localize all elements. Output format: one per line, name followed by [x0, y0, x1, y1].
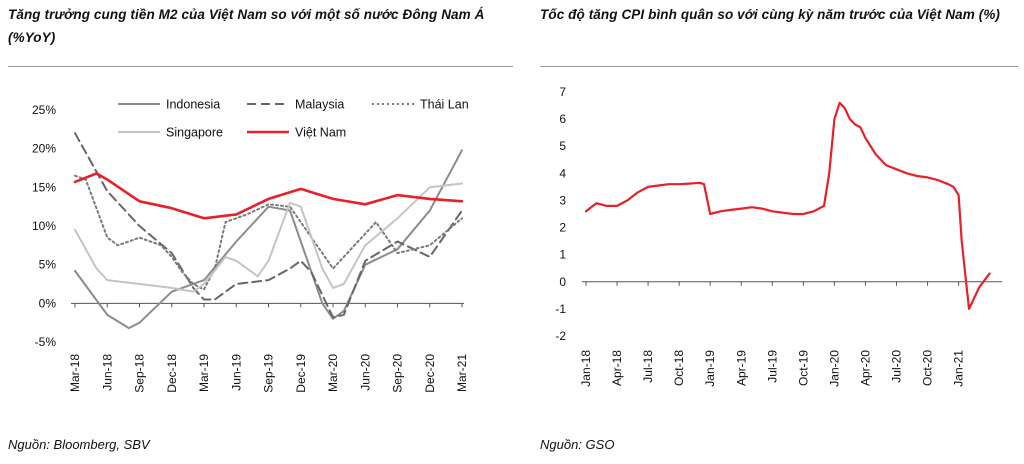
m2-x-tick-label: Sep-19	[262, 354, 276, 393]
m2-x-tick-label: Jun-19	[229, 354, 243, 391]
cpi-y-tick-label: -2	[555, 329, 566, 343]
right-chart-title: Tốc độ tăng CPI bình quân so với cùng kỳ…	[540, 7, 1001, 22]
m2-x-tick-label: Jun-18	[100, 354, 114, 391]
cpi-y-tick-label: 6	[559, 112, 566, 126]
cpi-x-tick-label: Jan-21	[952, 350, 966, 387]
m2-chart: -5% 0% 5% 10% 15% 20% 25% Mar-18 Jun-18 Sep-18 Dec…	[32, 98, 469, 393]
m2-series-line-indonesia	[74, 149, 463, 330]
m2-series-line-malaysia	[74, 132, 463, 319]
m2-x-tick-label: Sep-20	[391, 354, 405, 393]
cpi-x-tick-label: Apr-19	[734, 350, 748, 386]
m2-y-tick-label: 0%	[39, 296, 57, 310]
left-chart-source: Nguồn: Bloomberg, SBV	[8, 437, 150, 452]
m2-series-line-thai-lan	[74, 174, 463, 291]
cpi-y-tick-label: -1	[555, 302, 566, 316]
cpi-x-tick-label: Jul-19	[765, 350, 779, 383]
cpi-x-tick-label: Jul-20	[890, 350, 904, 383]
cpi-y-tick-label: 5	[559, 139, 566, 153]
cpi-x-tick-label: Jan-18	[579, 350, 593, 387]
m2-x-tick-label: Sep-18	[133, 354, 147, 393]
m2-y-tick-label: 5%	[39, 258, 57, 272]
m2-x-tick-label: Jun-20	[358, 354, 372, 391]
cpi-y-tick-label: 3	[559, 193, 566, 207]
m2-legend: Indonesia Malaysia Thái Lan Singapore Việt N…	[118, 98, 469, 140]
legend-label-viet-nam: Việt Nam	[295, 126, 346, 140]
m2-y-tick-label: 15%	[32, 180, 56, 194]
cpi-x-tick-label: Jul-18	[641, 350, 655, 383]
m2-y-tick-label: 20%	[32, 142, 56, 156]
m2-x-tick-label: Mar-19	[197, 354, 211, 392]
legend-label-thai-lan: Thái Lan	[420, 98, 469, 112]
m2-x-tick-label: Dec-20	[423, 354, 437, 393]
m2-x-tick-label: Mar-20	[326, 354, 340, 392]
m2-series-line-viet-nam	[73, 172, 464, 220]
left-chart-title: Tăng trưởng cung tiền M2 của Việt Nam so…	[8, 7, 485, 45]
cpi-y-tick-label: 4	[559, 166, 566, 180]
m2-x-tick-label: Mar-21	[455, 354, 469, 392]
left-title-divider	[8, 66, 513, 67]
cpi-x-tick-label: Oct-18	[672, 350, 686, 386]
cpi-x-tick-label: Apr-20	[858, 350, 872, 386]
m2-x-tick-label: Dec-19	[294, 354, 308, 393]
cpi-y-tick-label: 0	[559, 275, 566, 289]
m2-x-tick-label: Mar-18	[68, 354, 82, 392]
m2-series-line-singapore	[74, 182, 463, 293]
m2-y-tick-label: 25%	[32, 103, 56, 117]
cpi-y-tick-label: 7	[559, 85, 566, 99]
cpi-x-tick-label: Jan-19	[703, 350, 717, 387]
m2-x-tick-label: Dec-18	[165, 354, 179, 393]
cpi-x-tick-label: Apr-18	[610, 350, 624, 386]
cpi-y-tick-label: 2	[559, 221, 566, 235]
right-chart-source: Nguồn: GSO	[540, 437, 615, 452]
cpi-chart: -2 -1 0 1 2 3 4 5 6 7 Jan-18 Apr-18 Jul-18 Oct-18 Jan-…	[555, 85, 1002, 387]
cpi-y-tick-label: 1	[559, 248, 566, 262]
cpi-series-line-cpi	[584, 101, 991, 310]
legend-label-indonesia: Indonesia	[166, 98, 220, 112]
legend-label-singapore: Singapore	[166, 126, 223, 140]
m2-y-tick-label: -5%	[35, 335, 57, 349]
cpi-x-tick-label: Jan-20	[827, 350, 841, 387]
cpi-x-tick-label: Oct-19	[796, 350, 810, 386]
legend-label-malaysia: Malaysia	[295, 98, 344, 112]
right-title-divider	[540, 66, 1018, 67]
m2-y-tick-label: 10%	[32, 219, 56, 233]
cpi-x-tick-label: Oct-20	[921, 350, 935, 386]
